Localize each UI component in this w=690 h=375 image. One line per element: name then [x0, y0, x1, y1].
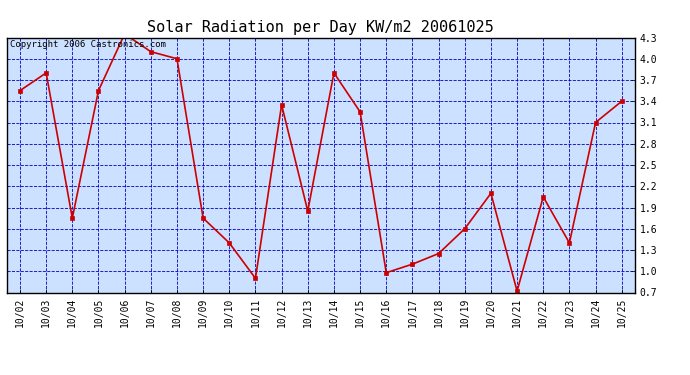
Title: Solar Radiation per Day KW/m2 20061025: Solar Radiation per Day KW/m2 20061025: [148, 20, 494, 35]
Text: Copyright 2006 Castronics.com: Copyright 2006 Castronics.com: [10, 40, 166, 49]
